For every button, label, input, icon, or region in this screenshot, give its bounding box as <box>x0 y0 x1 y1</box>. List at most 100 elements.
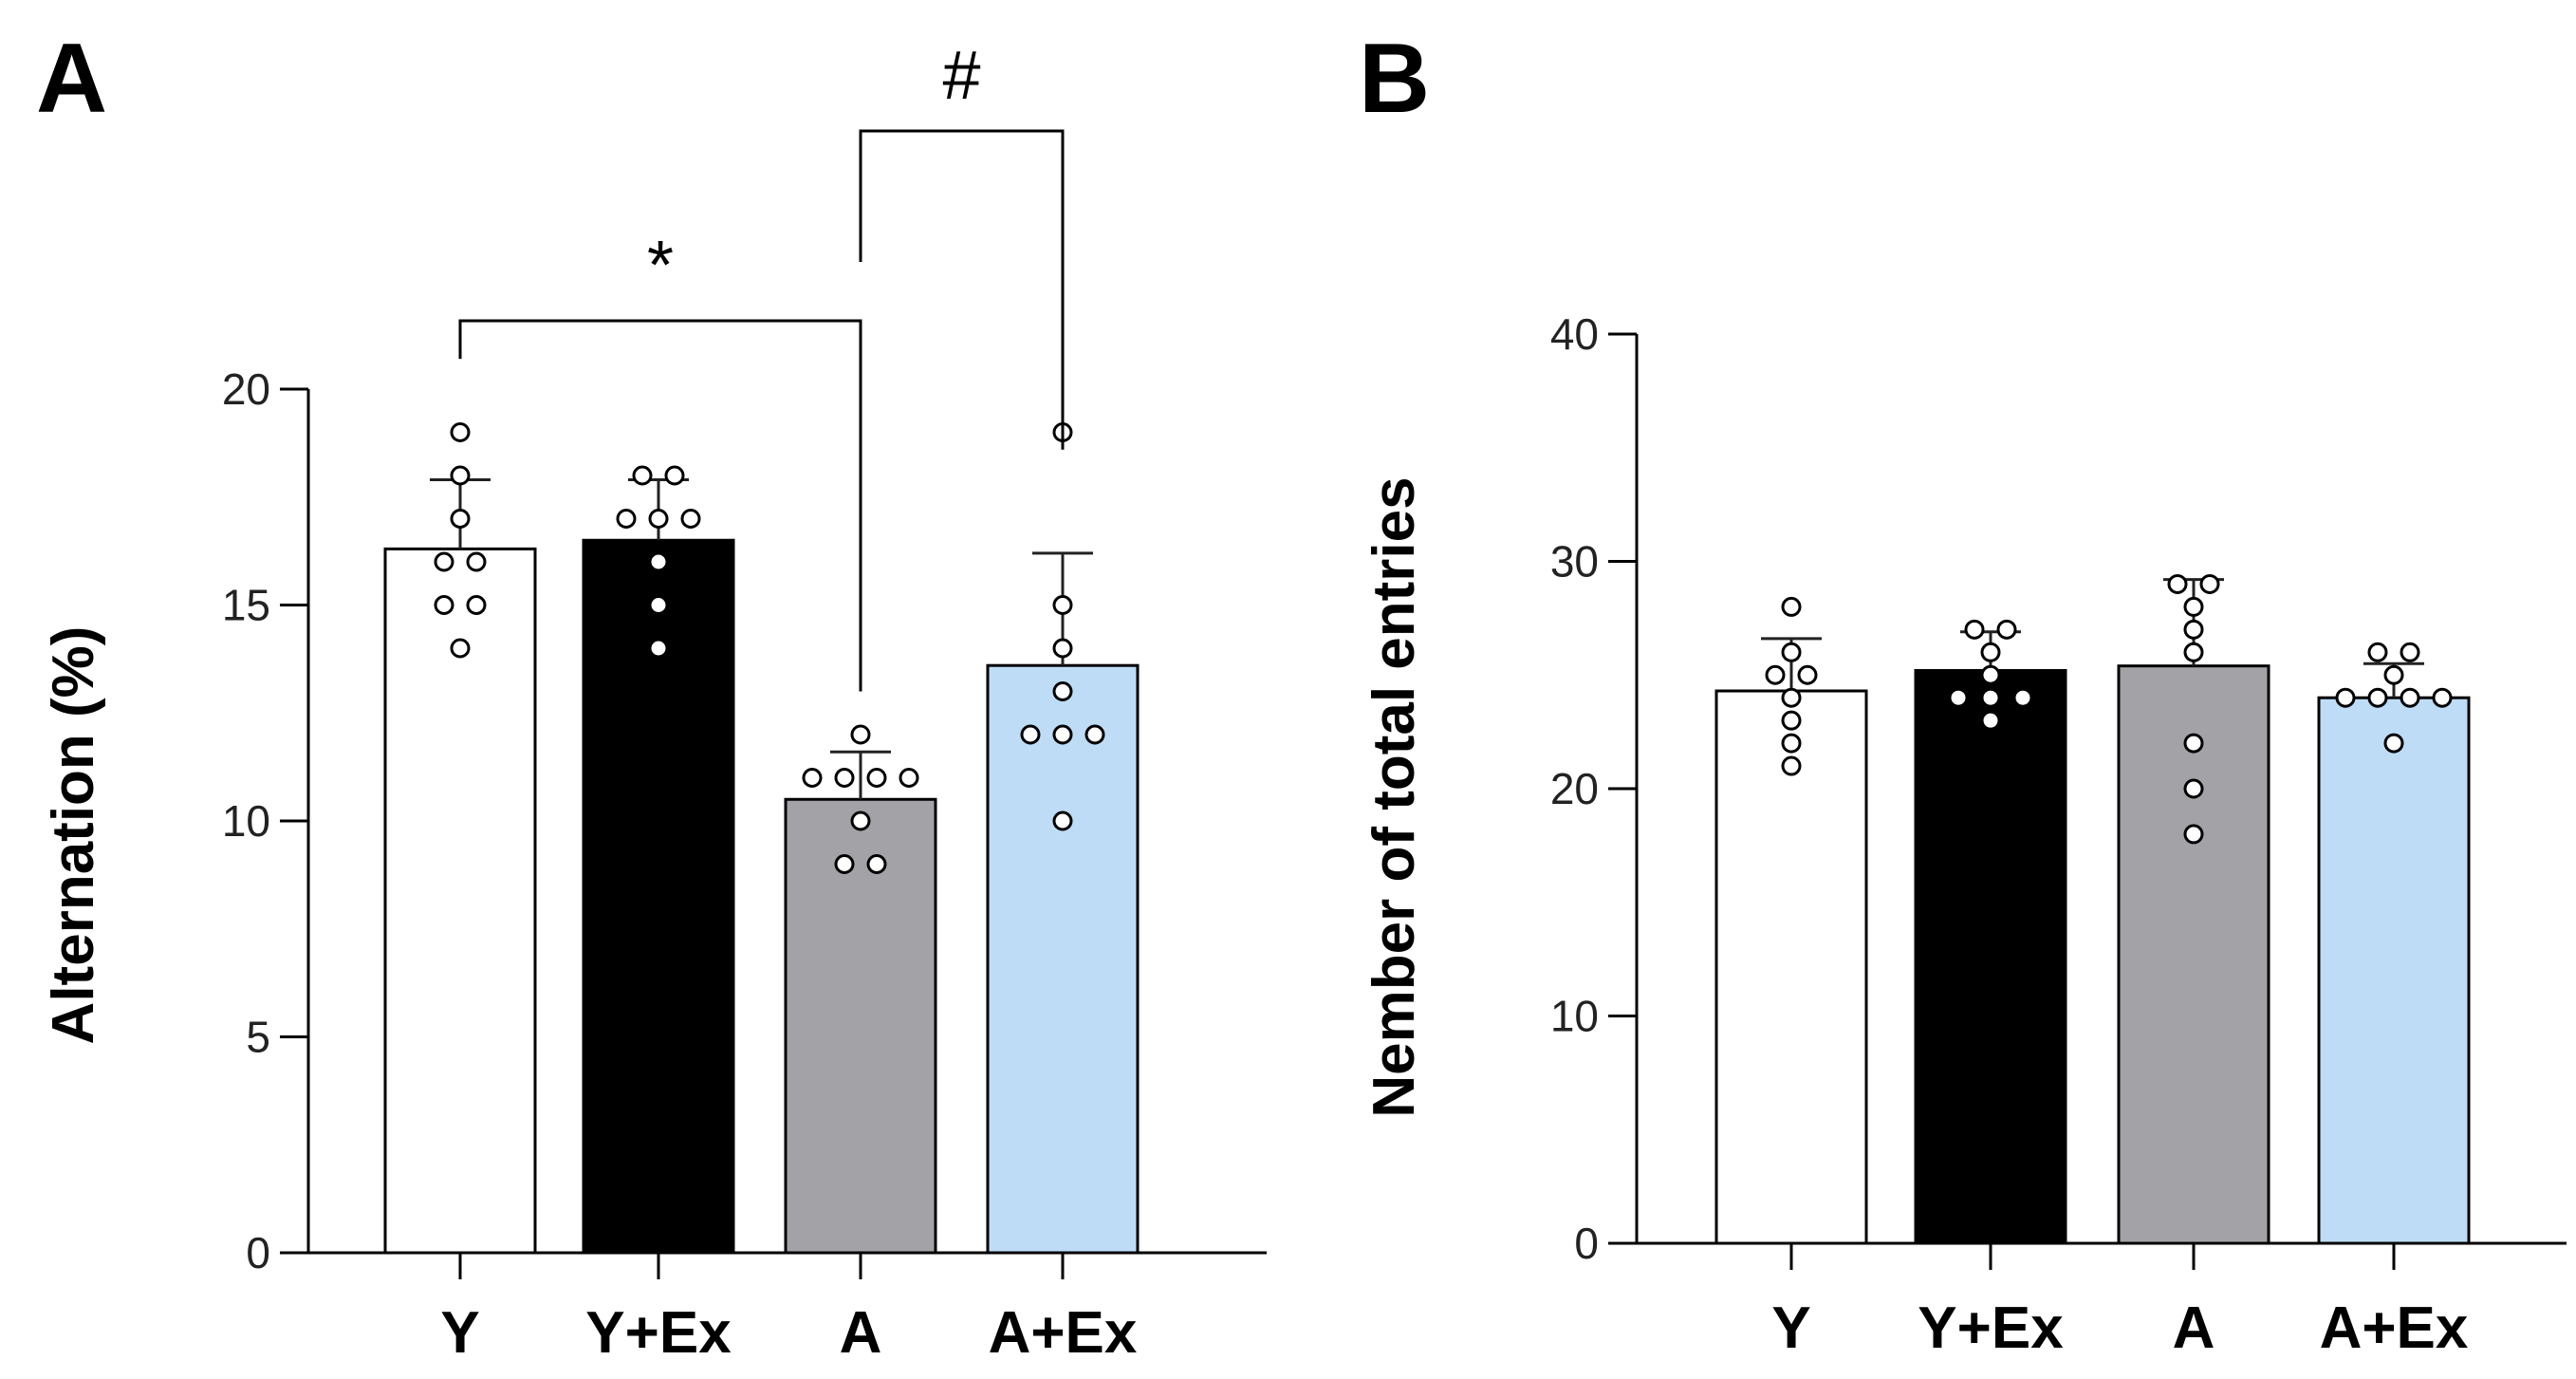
panel-b-y-tick-label-0: 0 <box>1574 1219 1599 1268</box>
panel-a-point-3-1 <box>1052 595 1073 615</box>
panel-a-point-1-4 <box>680 509 701 529</box>
panel-b-category-label-0: Y <box>1771 1295 1810 1361</box>
panel-a-letter: A <box>36 24 107 134</box>
panel-b-category-label-2: A <box>2173 1295 2215 1361</box>
panel-b-point-2-6 <box>2183 778 2204 799</box>
panel-a-point-3-3 <box>1052 681 1073 701</box>
panel-b-point-1-7 <box>1980 710 2001 731</box>
panel-b-point-3-5 <box>2400 687 2420 708</box>
panel-b: B Nember of total entries 0 10 20 30 40 Y Y+Ex… <box>1359 24 2567 1361</box>
panel-a-point-0-4 <box>466 551 487 572</box>
panel-b-point-3-6 <box>2432 687 2453 708</box>
panel-a-point-3-4 <box>1020 724 1041 745</box>
panel-b-point-3-4 <box>2367 687 2388 708</box>
panel-b-point-2-0 <box>2167 573 2188 594</box>
panel-a-category-label-3: A+Ex <box>989 1300 1138 1366</box>
panel-b-point-0-7 <box>1781 755 1802 776</box>
panel-a-category-label-0: Y <box>440 1300 479 1366</box>
panel-b-y-tick-label-2: 20 <box>1550 764 1599 813</box>
panel-a-point-2-1 <box>802 768 823 788</box>
panel-a-bar-2 <box>784 797 937 1255</box>
panel-a-point-0-1 <box>450 465 471 486</box>
panel-b-point-1-2 <box>1980 642 2001 662</box>
panel-a-point-3-5 <box>1052 724 1073 745</box>
panel-a-point-3-7 <box>1052 811 1073 831</box>
panel-b-point-2-4 <box>2183 642 2204 662</box>
panel-a-y-tick-label-0: 0 <box>246 1228 270 1277</box>
panel-a-point-1-1 <box>664 465 685 486</box>
panel-a-significance-bracket-0 <box>458 319 862 692</box>
panel-b-y-tick-label-1: 10 <box>1550 992 1599 1041</box>
panel-b-bar-1 <box>1914 668 2067 1245</box>
panel-a-significance-label-0: * <box>647 228 674 304</box>
panel-b-point-2-7 <box>2183 824 2204 845</box>
panel-b-point-3-2 <box>2383 664 2404 685</box>
panel-a-point-2-6 <box>834 854 855 874</box>
panel-b-category-label-1: Y+Ex <box>1918 1295 2064 1361</box>
panel-a-bar-1 <box>582 538 735 1255</box>
panel-a-category-label-1: Y+Ex <box>585 1300 732 1366</box>
panel-b-bar-2 <box>2117 664 2270 1245</box>
panel-b-category-label-3: A+Ex <box>2320 1295 2469 1361</box>
panel-a-point-3-6 <box>1084 724 1105 745</box>
panel-b-point-1-0 <box>1964 619 1985 640</box>
panel-a-point-1-0 <box>632 465 653 486</box>
panel-b-point-3-3 <box>2335 687 2356 708</box>
panel-b-point-0-2 <box>1765 664 1786 685</box>
panel-b-point-2-3 <box>2183 619 2204 640</box>
panel-a-point-0-0 <box>450 422 471 442</box>
panel-a-y-tick-label-2: 10 <box>222 796 270 846</box>
panel-b-bar-0 <box>1714 689 1868 1245</box>
panel-a-y-tick-label-3: 15 <box>222 581 270 630</box>
panel-b-point-1-3 <box>1980 664 2001 685</box>
panel-b-point-0-5 <box>1781 710 1802 731</box>
panel-a-point-2-0 <box>850 724 871 745</box>
panel-a-point-1-7 <box>648 638 669 659</box>
panel-b-letter: B <box>1359 24 1430 134</box>
panel-a-y-tick-label-4: 20 <box>222 364 270 414</box>
panel-b-point-1-6 <box>2012 687 2033 708</box>
panel-a-point-2-3 <box>866 768 887 788</box>
panel-b-point-2-5 <box>2183 733 2204 754</box>
panel-a-point-2-2 <box>834 768 855 788</box>
panel-b-point-0-0 <box>1781 596 1802 617</box>
panel-a-point-0-2 <box>450 509 471 529</box>
panel-b-y-tick-label-4: 40 <box>1550 309 1599 359</box>
panel-b-point-0-4 <box>1781 687 1802 708</box>
panel-a-point-0-5 <box>434 595 454 615</box>
panel-a-y-tick-label-1: 5 <box>246 1013 270 1062</box>
panel-a-point-1-3 <box>648 509 669 529</box>
panel-b-point-0-1 <box>1781 642 1802 662</box>
panel-b-y-axis-title: Nember of total entries <box>1362 476 1427 1117</box>
panel-a-y-axis-title: Alternation (%) <box>41 626 106 1045</box>
panel-a-point-1-2 <box>616 509 637 529</box>
panel-a-point-2-7 <box>866 854 887 874</box>
panel-a-point-0-3 <box>434 551 454 572</box>
panel-b-point-3-1 <box>2400 642 2420 662</box>
panel-a-point-0-7 <box>450 638 471 659</box>
panel-a-point-2-5 <box>850 811 871 831</box>
panel-b-point-3-0 <box>2367 642 2388 662</box>
panel-b-point-0-6 <box>1781 733 1802 754</box>
panel-a-bar-0 <box>383 547 537 1255</box>
panel-b-bar-3 <box>2317 696 2471 1245</box>
panel-a-point-1-6 <box>648 595 669 615</box>
panel-b-y-tick-label-3: 30 <box>1550 537 1599 587</box>
panel-b-point-0-3 <box>1797 664 1818 685</box>
panel-a-significance-label-1: # <box>942 38 980 114</box>
panel-a-point-0-6 <box>466 595 487 615</box>
panel-b-point-1-4 <box>1948 687 1969 708</box>
panel-a: A Alternation (%) 0 5 10 15 20 Y Y+Ex A A+Ex * # <box>36 24 1267 1366</box>
panel-b-point-3-7 <box>2383 733 2404 754</box>
panel-a-category-label-2: A <box>840 1300 882 1366</box>
panel-b-point-2-2 <box>2183 596 2204 617</box>
panel-a-point-2-4 <box>899 768 919 788</box>
panel-b-point-2-1 <box>2199 573 2220 594</box>
panel-a-bar-3 <box>986 663 1140 1255</box>
panel-a-point-1-5 <box>648 551 669 572</box>
panel-a-point-3-2 <box>1052 638 1073 659</box>
panel-b-point-1-1 <box>1996 619 2017 640</box>
panel-b-point-1-5 <box>1980 687 2001 708</box>
panel-a-significance-bracket-1 <box>859 129 1065 450</box>
